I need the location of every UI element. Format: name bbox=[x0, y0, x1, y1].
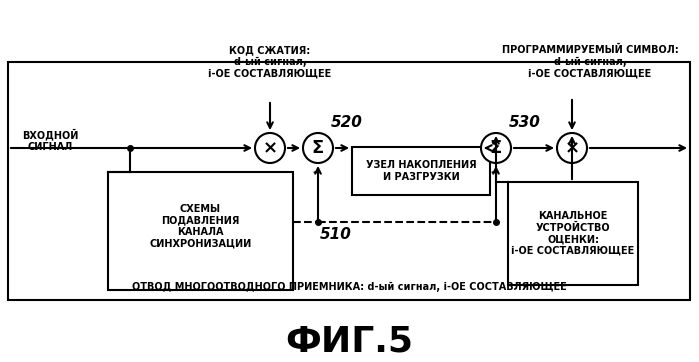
Text: 530: 530 bbox=[509, 115, 541, 130]
Circle shape bbox=[255, 133, 285, 163]
Circle shape bbox=[557, 133, 587, 163]
Text: СХЕМЫ
ПОДАВЛЕНИЯ
КАНАЛА
СИНХРОНИЗАЦИИ: СХЕМЫ ПОДАВЛЕНИЯ КАНАЛА СИНХРОНИЗАЦИИ bbox=[150, 203, 252, 248]
Bar bbox=[8, 62, 690, 300]
Text: Σ: Σ bbox=[490, 139, 502, 157]
Text: Σ: Σ bbox=[312, 139, 324, 157]
Text: –: – bbox=[490, 166, 496, 179]
Circle shape bbox=[303, 133, 333, 163]
Bar bbox=[352, 147, 490, 195]
Text: –: – bbox=[312, 166, 318, 179]
Text: 520: 520 bbox=[331, 115, 363, 130]
Text: ПРОГРАММИРУЕМЫЙ СИМВОЛ:
d-ый сигнал,
i-ОЕ СОСТАВЛЯЮЩЕЕ: ПРОГРАММИРУЕМЫЙ СИМВОЛ: d-ый сигнал, i-О… bbox=[502, 45, 678, 79]
Bar bbox=[508, 182, 638, 285]
Text: 510: 510 bbox=[320, 227, 352, 242]
Text: ФИГ.5: ФИГ.5 bbox=[285, 325, 413, 359]
Text: ВХОДНОЙ
СИГНАЛ: ВХОДНОЙ СИГНАЛ bbox=[22, 129, 78, 152]
Text: УЗЕЛ НАКОПЛЕНИЯ
И РАЗГРУЗКИ: УЗЕЛ НАКОПЛЕНИЯ И РАЗГРУЗКИ bbox=[366, 160, 476, 182]
Text: КОД СЖАТИЯ:
d-ый сигнал,
i-ОЕ СОСТАВЛЯЮЩЕЕ: КОД СЖАТИЯ: d-ый сигнал, i-ОЕ СОСТАВЛЯЮЩ… bbox=[208, 45, 331, 79]
Text: ×: × bbox=[262, 139, 278, 157]
Bar bbox=[108, 172, 293, 290]
Text: КАНАЛЬНОЕ
УСТРОЙСТВО
ОЦЕНКИ:
i-ОЕ СОСТАВЛЯЮЩЕЕ: КАНАЛЬНОЕ УСТРОЙСТВО ОЦЕНКИ: i-ОЕ СОСТАВ… bbox=[512, 211, 635, 256]
Circle shape bbox=[481, 133, 511, 163]
Text: ×: × bbox=[564, 139, 579, 157]
Text: ОТВОД МНОГООТВОДНОГО ПРИЕМНИКА: d-ый сигнал, i-ОЕ СОСТАВЛЯЮЩЕЕ: ОТВОД МНОГООТВОДНОГО ПРИЕМНИКА: d-ый сиг… bbox=[131, 282, 566, 292]
